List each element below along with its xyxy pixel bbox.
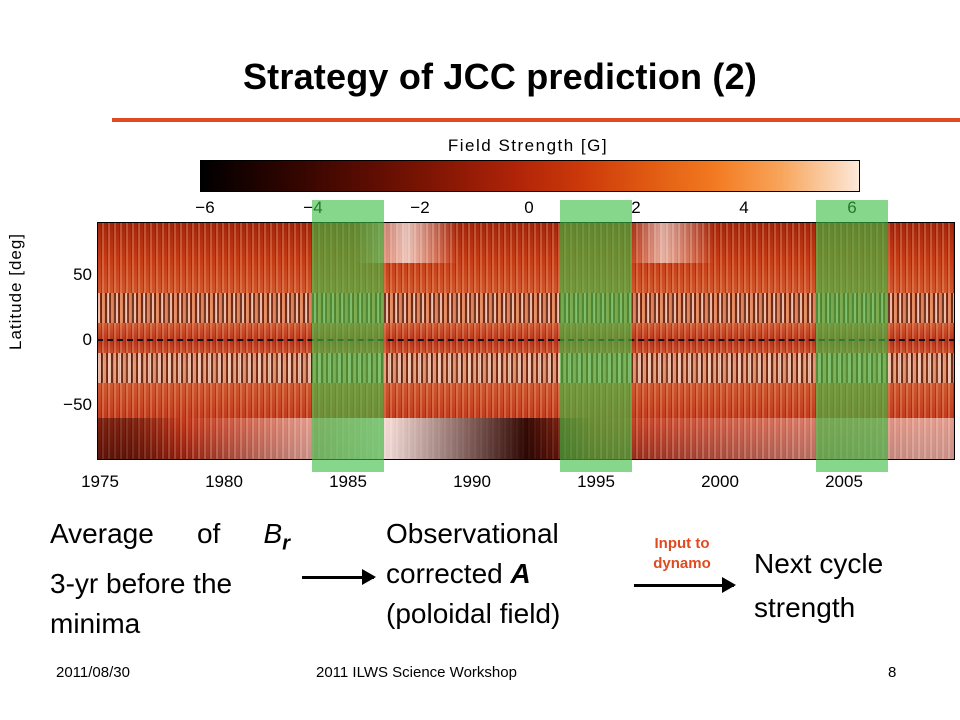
- step1-text: Average of: [50, 518, 264, 549]
- colorbar-title: Field Strength [G]: [447, 136, 609, 155]
- footer-date: 2011/08/30: [56, 664, 130, 681]
- step2-text: corrected: [386, 558, 511, 589]
- title-divider: [112, 118, 960, 122]
- br-subscript: r: [282, 532, 290, 555]
- butterfly-diagram: [97, 222, 955, 460]
- colorbar: [200, 160, 860, 192]
- step1-text: 3-yr before the: [50, 567, 233, 599]
- step-observational-a: Observational corrected A (poloidal fiel…: [386, 514, 626, 634]
- step2-text: (poloidal field): [386, 598, 561, 629]
- step3-text: Next cycle: [754, 548, 884, 579]
- x-tick-label: 1975: [81, 472, 119, 491]
- y-axis-title: Latitude [deg]: [6, 232, 25, 350]
- step3-text: strength: [754, 592, 856, 623]
- step-next-cycle: Next cycle strength: [754, 542, 954, 630]
- page-number: 8: [888, 664, 897, 681]
- x-tick-label: 2005: [825, 472, 863, 491]
- arrow-label: Input to dynamo: [622, 534, 742, 574]
- colorbar-tick: 0: [524, 198, 534, 217]
- y-tick-label: 50: [73, 265, 92, 284]
- arrow-right-icon: [302, 569, 376, 585]
- y-tick-label: 0: [82, 330, 92, 349]
- a-symbol: A: [510, 558, 531, 589]
- highlight-band: [816, 200, 888, 472]
- colorbar-tick: −2: [410, 198, 430, 217]
- step2-text: Observational: [386, 518, 559, 549]
- footer-event: 2011 ILWS Science Workshop: [316, 664, 517, 681]
- step-average-br: Average of Br 3-yr before the minima: [50, 514, 290, 644]
- colorbar-tick: 2: [631, 198, 641, 217]
- arrow-label-text: Input to: [654, 535, 710, 552]
- highlight-band: [312, 200, 384, 472]
- arrow-label-text: dynamo: [653, 555, 711, 572]
- step1-text: minima: [50, 607, 141, 639]
- colorbar-tick: −6: [195, 198, 215, 217]
- x-tick-label: 1985: [329, 472, 367, 491]
- highlight-band: [560, 200, 632, 472]
- br-symbol: B: [263, 518, 283, 549]
- colorbar-tick: 4: [739, 198, 749, 217]
- arrow-right-icon: [634, 577, 736, 593]
- slide-title: Strategy of JCC prediction (2): [242, 56, 758, 97]
- equator-dashed-line: [97, 339, 955, 341]
- x-tick-label: 1980: [205, 472, 243, 491]
- x-tick-label: 1995: [577, 472, 615, 491]
- x-tick-label: 1990: [453, 472, 491, 491]
- x-tick-label: 2000: [701, 472, 739, 491]
- y-tick-label: −50: [63, 395, 92, 414]
